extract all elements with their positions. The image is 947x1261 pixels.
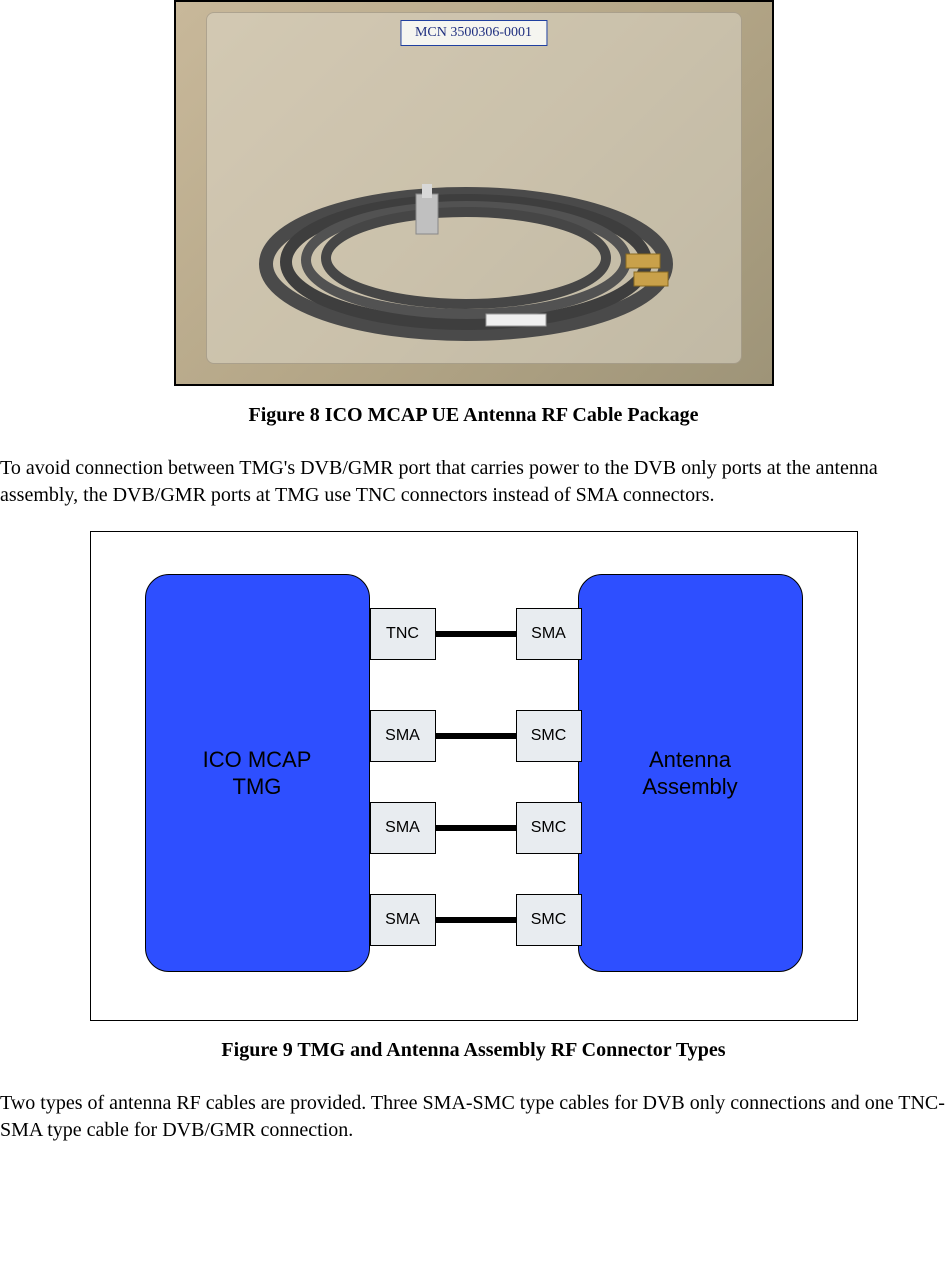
connection-row-1: SMA SMC: [370, 710, 582, 762]
port-left-3: SMA: [370, 894, 436, 946]
port-right-0: SMA: [516, 608, 582, 660]
wire-1: [436, 733, 516, 739]
wire-3: [436, 917, 516, 923]
wire-2: [436, 825, 516, 831]
cable-package-photo: MCN 3500306-0001: [174, 0, 774, 386]
port-left-1: SMA: [370, 710, 436, 762]
tmg-box-line1: ICO MCAP: [203, 747, 312, 772]
tmg-box-line2: TMG: [233, 774, 282, 799]
paragraph-1: To avoid connection between TMG's DVB/GM…: [0, 455, 947, 509]
port-left-0: TNC: [370, 608, 436, 660]
port-right-3: SMC: [516, 894, 582, 946]
antenna-box-line2: Assembly: [642, 774, 737, 799]
connection-row-3: SMA SMC: [370, 894, 582, 946]
cable-coil-graphic: [236, 154, 696, 344]
port-left-2: SMA: [370, 802, 436, 854]
tmg-box: ICO MCAP TMG: [145, 574, 370, 972]
figure-8-caption: Figure 8 ICO MCAP UE Antenna RF Cable Pa…: [0, 404, 947, 427]
port-right-1: SMC: [516, 710, 582, 762]
antenna-box: Antenna Assembly: [578, 574, 803, 972]
connector-diagram: ICO MCAP TMG Antenna Assembly TNC SMA SM…: [90, 531, 858, 1021]
antenna-box-line1: Antenna: [649, 747, 731, 772]
paragraph-2: Two types of antenna RF cables are provi…: [0, 1090, 947, 1144]
connection-row-2: SMA SMC: [370, 802, 582, 854]
wire-0: [436, 631, 516, 637]
port-right-2: SMC: [516, 802, 582, 854]
mcn-label: MCN 3500306-0001: [400, 20, 547, 46]
figure-9-caption: Figure 9 TMG and Antenna Assembly RF Con…: [0, 1039, 947, 1062]
connection-row-0: TNC SMA: [370, 608, 582, 660]
